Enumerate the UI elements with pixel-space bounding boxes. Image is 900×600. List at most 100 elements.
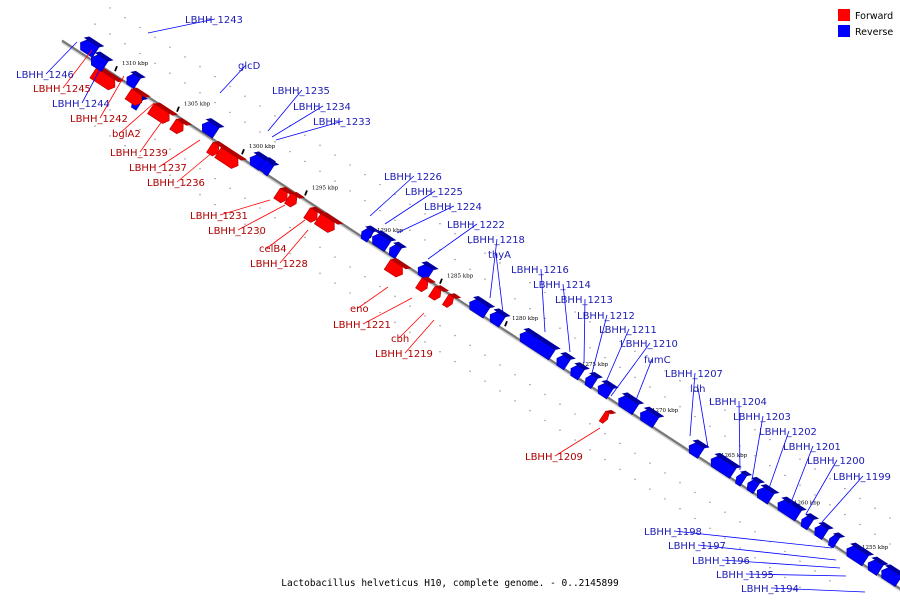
scale-tick [114, 65, 118, 72]
gene-glyph [372, 230, 397, 252]
guide-dot [649, 386, 651, 388]
gene-label[interactable]: LBHH_1244 [52, 99, 110, 110]
gene-glyph [383, 258, 412, 278]
guide-dot [334, 256, 336, 258]
gene-label[interactable]: thyA [488, 250, 511, 261]
gene-label[interactable]: LBHH_1209 [525, 452, 583, 463]
gene-label[interactable]: LBHH_1221 [333, 320, 391, 331]
gene-label[interactable]: LBHH_1224 [424, 202, 482, 213]
scale-tick-label: 1305 kbp [184, 102, 211, 108]
gene-label[interactable]: eno [350, 304, 369, 315]
guide-dot [229, 85, 231, 88]
gene-label[interactable]: LBHH_1226 [384, 172, 442, 183]
gene-label[interactable]: LBHH_1213 [555, 295, 613, 306]
gene-label[interactable]: bglA2 [112, 129, 141, 140]
gene-label[interactable]: LBHH_1196 [692, 556, 750, 567]
legend-forward-swatch [838, 9, 850, 21]
gene-label[interactable]: LBHH_1239 [110, 148, 168, 159]
leader-line [139, 116, 166, 153]
leader-line [62, 49, 93, 89]
gene-label[interactable]: LBHH_1233 [313, 117, 371, 128]
gene-glyph-body [273, 187, 288, 204]
gene-label[interactable]: cbh [391, 334, 409, 345]
leader-line [673, 530, 833, 549]
gene-glyph-body [800, 515, 814, 531]
guide-dot [754, 531, 756, 533]
gene-label[interactable]: LBHH_1204 [709, 397, 767, 408]
gene-label[interactable]: LBHH_1216 [511, 265, 569, 276]
guide-dot [829, 580, 831, 582]
gene-glyph-body [249, 154, 266, 171]
legend: Forward Reverse [838, 9, 893, 38]
guide-dot [889, 543, 891, 545]
gene-label[interactable]: LBHH_1202 [759, 427, 817, 438]
guide-dot [424, 341, 426, 343]
scale-tick [176, 106, 180, 113]
gene-label[interactable]: fumC [644, 355, 671, 366]
legend-reverse-swatch [838, 25, 850, 37]
guide-dot [319, 144, 321, 146]
guide-dot [559, 403, 561, 405]
gene-label[interactable]: LBHH_1236 [147, 178, 205, 189]
gene-glyph [169, 117, 192, 135]
gene-label[interactable]: celB4 [259, 244, 287, 255]
guide-dot [274, 217, 276, 219]
gene-label[interactable]: LBHH_1212 [577, 311, 635, 322]
gene-label[interactable]: LBHH_1218 [467, 235, 525, 246]
gene-label[interactable]: LBHH_1230 [208, 226, 266, 237]
guide-dot [139, 52, 141, 55]
gene-label[interactable]: LBHH_1231 [190, 211, 248, 222]
gene-glyph-body [415, 277, 429, 293]
guide-dot [274, 243, 276, 245]
guide-dot [844, 513, 846, 516]
guide-dot [229, 187, 231, 190]
guide-dot [214, 75, 216, 78]
guide-dot [679, 406, 681, 408]
gene-label[interactable]: LBHH_1201 [783, 442, 841, 453]
gene-label[interactable]: LBHH_1214 [533, 280, 591, 291]
guide-dot [349, 266, 351, 268]
gene-glyph-top [714, 452, 742, 469]
gene-label[interactable]: LBHH_1210 [620, 339, 678, 350]
gene-glyph-top [310, 206, 326, 215]
guide-dot [514, 272, 516, 274]
gene-label[interactable]: LBHH_1228 [250, 259, 308, 270]
gene-label[interactable]: glcD [238, 61, 261, 72]
gene-label[interactable]: LBHH_1246 [16, 70, 74, 81]
gene-glyph-top [320, 212, 344, 225]
gene-glyph-body [881, 567, 900, 587]
gene-label[interactable]: LBHH_1225 [405, 187, 463, 198]
guide-dot [259, 105, 261, 107]
gene-label[interactable]: LBHH_1199 [833, 472, 891, 483]
gene-glyph-top [83, 36, 105, 48]
gene-label[interactable]: LBHH_1235 [272, 86, 330, 97]
gene-glyph [828, 532, 846, 549]
gene-label[interactable]: LBHH_1237 [129, 163, 187, 174]
gene-label[interactable]: LBHH_1194 [741, 584, 799, 595]
guide-dot [694, 389, 696, 392]
gene-layer [80, 36, 900, 587]
gene-label[interactable]: LBHH_1242 [70, 114, 128, 125]
leader-line [362, 297, 413, 325]
gene-label[interactable]: LBHH_1222 [447, 220, 505, 231]
gene-label[interactable]: LBHH_1207 [665, 369, 723, 380]
gene-label[interactable]: LBHH_1195 [716, 570, 774, 581]
guide-dot [274, 115, 276, 117]
gene-label[interactable]: LBHH_1234 [293, 102, 351, 113]
gene-label[interactable]: LBHH_1197 [668, 541, 726, 552]
guide-dot [514, 298, 516, 300]
gene-label[interactable]: LBHH_1211 [599, 325, 657, 336]
gene-label[interactable]: LBHH_1219 [375, 349, 433, 360]
leader-line [396, 205, 455, 234]
gene-label[interactable]: LBHH_1198 [644, 527, 702, 538]
gene-label[interactable]: LBHH_1200 [807, 456, 865, 467]
gene-label[interactable]: LBHH_1203 [733, 412, 791, 423]
guide-dot [889, 517, 891, 519]
gene-glyph-body [570, 365, 585, 381]
gene-label[interactable]: ldh [690, 384, 705, 395]
gene-label[interactable]: LBHH_1245 [33, 84, 91, 95]
gene-label[interactable]: LBHH_1243 [185, 15, 243, 26]
guide-dot [289, 252, 291, 255]
gene-glyph-body [556, 354, 571, 371]
